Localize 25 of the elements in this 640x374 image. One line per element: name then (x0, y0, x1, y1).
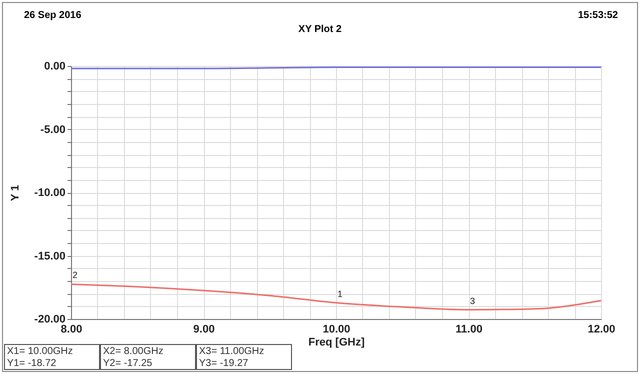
line-series (70, 283, 602, 311)
y-tick-label: -5.00 (40, 124, 66, 136)
text: X3= 11.00GHz (199, 346, 266, 358)
text: Y3= -19.27 (199, 358, 250, 370)
text: X2= 8.00GHz (103, 346, 164, 358)
annotation: 1 (337, 288, 343, 299)
y-axis-title: Y 1 (9, 184, 22, 202)
x-tick-label: 9.00 (193, 324, 215, 336)
y-tick-label: 0.00 (44, 60, 66, 72)
y-tick-label: -10.00 (34, 187, 66, 199)
y-tick-label: -15.00 (34, 250, 66, 262)
text: 15:53:52 (578, 10, 618, 21)
x-tick-label: 8.00 (60, 324, 82, 336)
y-tick-label: -20.00 (34, 314, 66, 326)
annotation: 2 (72, 270, 78, 280)
x-axis-title: Freq [GHz] (308, 336, 365, 348)
text: Y1= -18.72 (7, 358, 58, 370)
x-tick-label: 12.00 (588, 324, 616, 336)
text: Y2= -17.25 (103, 358, 154, 370)
x-tick-label: 11.00 (456, 324, 482, 336)
annotation: 3 (470, 296, 476, 306)
x-tick-label: 10.00 (322, 324, 350, 336)
chart-title: XY Plot 2 (297, 24, 343, 35)
text: X1= 10.00GHz (7, 346, 74, 358)
text: 26 Sep 2016 (24, 10, 82, 21)
